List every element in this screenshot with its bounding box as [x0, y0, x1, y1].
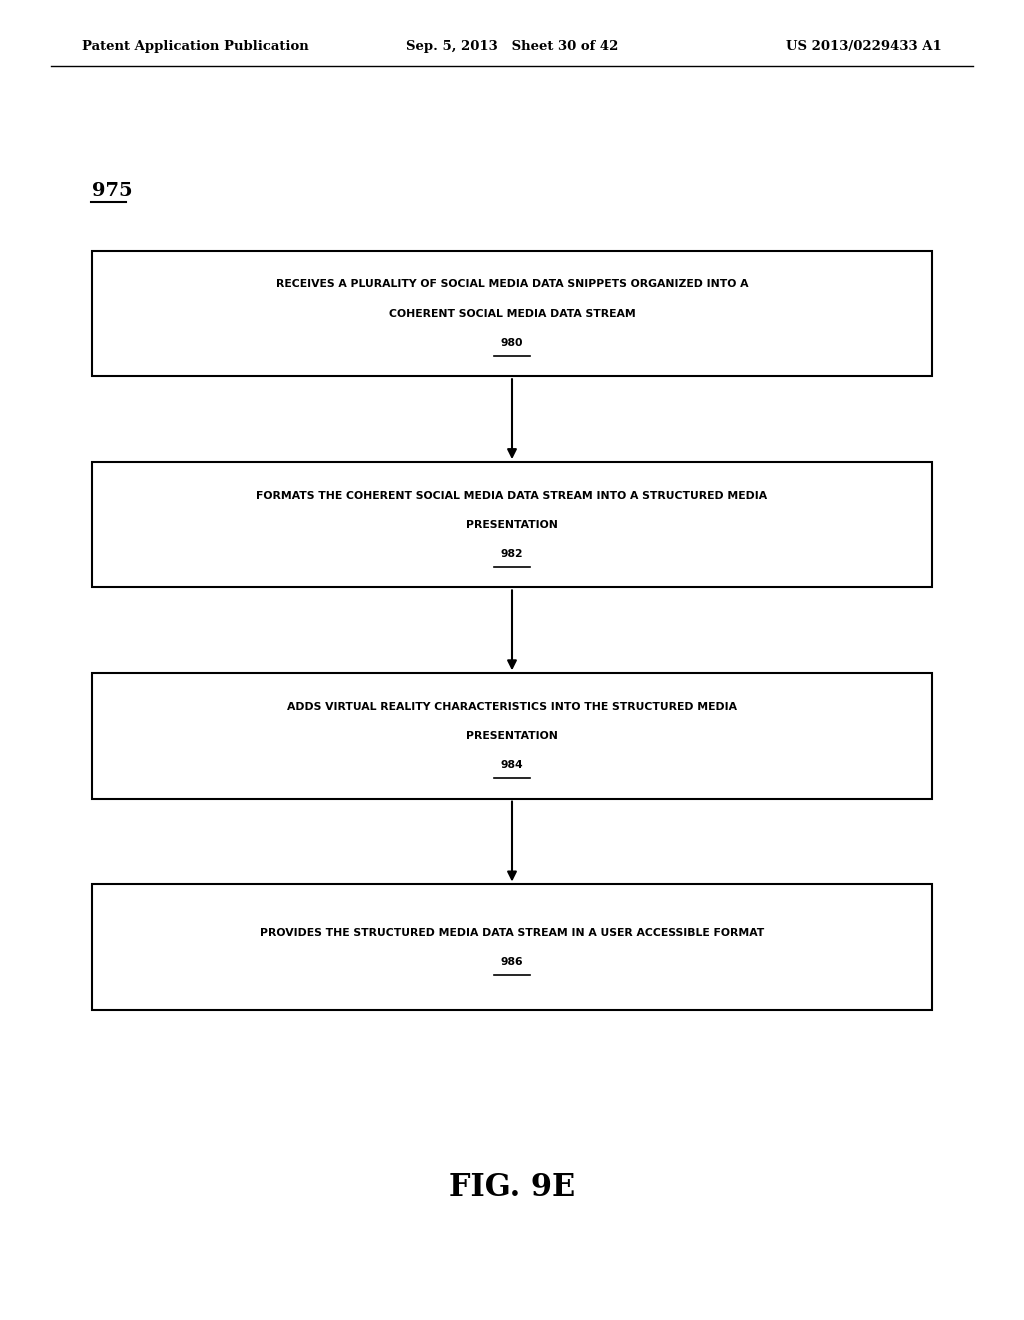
Text: PROVIDES THE STRUCTURED MEDIA DATA STREAM IN A USER ACCESSIBLE FORMAT: PROVIDES THE STRUCTURED MEDIA DATA STREA… [260, 928, 764, 937]
Text: 975: 975 [92, 182, 133, 201]
Text: FIG. 9E: FIG. 9E [449, 1172, 575, 1204]
FancyBboxPatch shape [92, 251, 932, 376]
Text: 986: 986 [501, 957, 523, 966]
FancyBboxPatch shape [92, 884, 932, 1010]
Text: FORMATS THE COHERENT SOCIAL MEDIA DATA STREAM INTO A STRUCTURED MEDIA: FORMATS THE COHERENT SOCIAL MEDIA DATA S… [256, 491, 768, 500]
Text: Patent Application Publication: Patent Application Publication [82, 40, 308, 53]
Text: PRESENTATION: PRESENTATION [466, 731, 558, 741]
Text: 980: 980 [501, 338, 523, 347]
Text: COHERENT SOCIAL MEDIA DATA STREAM: COHERENT SOCIAL MEDIA DATA STREAM [389, 309, 635, 318]
Text: PRESENTATION: PRESENTATION [466, 520, 558, 529]
Text: 984: 984 [501, 760, 523, 770]
Text: Sep. 5, 2013   Sheet 30 of 42: Sep. 5, 2013 Sheet 30 of 42 [406, 40, 618, 53]
Text: RECEIVES A PLURALITY OF SOCIAL MEDIA DATA SNIPPETS ORGANIZED INTO A: RECEIVES A PLURALITY OF SOCIAL MEDIA DAT… [275, 280, 749, 289]
FancyBboxPatch shape [92, 462, 932, 587]
Text: 982: 982 [501, 549, 523, 558]
Text: ADDS VIRTUAL REALITY CHARACTERISTICS INTO THE STRUCTURED MEDIA: ADDS VIRTUAL REALITY CHARACTERISTICS INT… [287, 702, 737, 711]
FancyBboxPatch shape [92, 673, 932, 799]
Text: US 2013/0229433 A1: US 2013/0229433 A1 [786, 40, 942, 53]
